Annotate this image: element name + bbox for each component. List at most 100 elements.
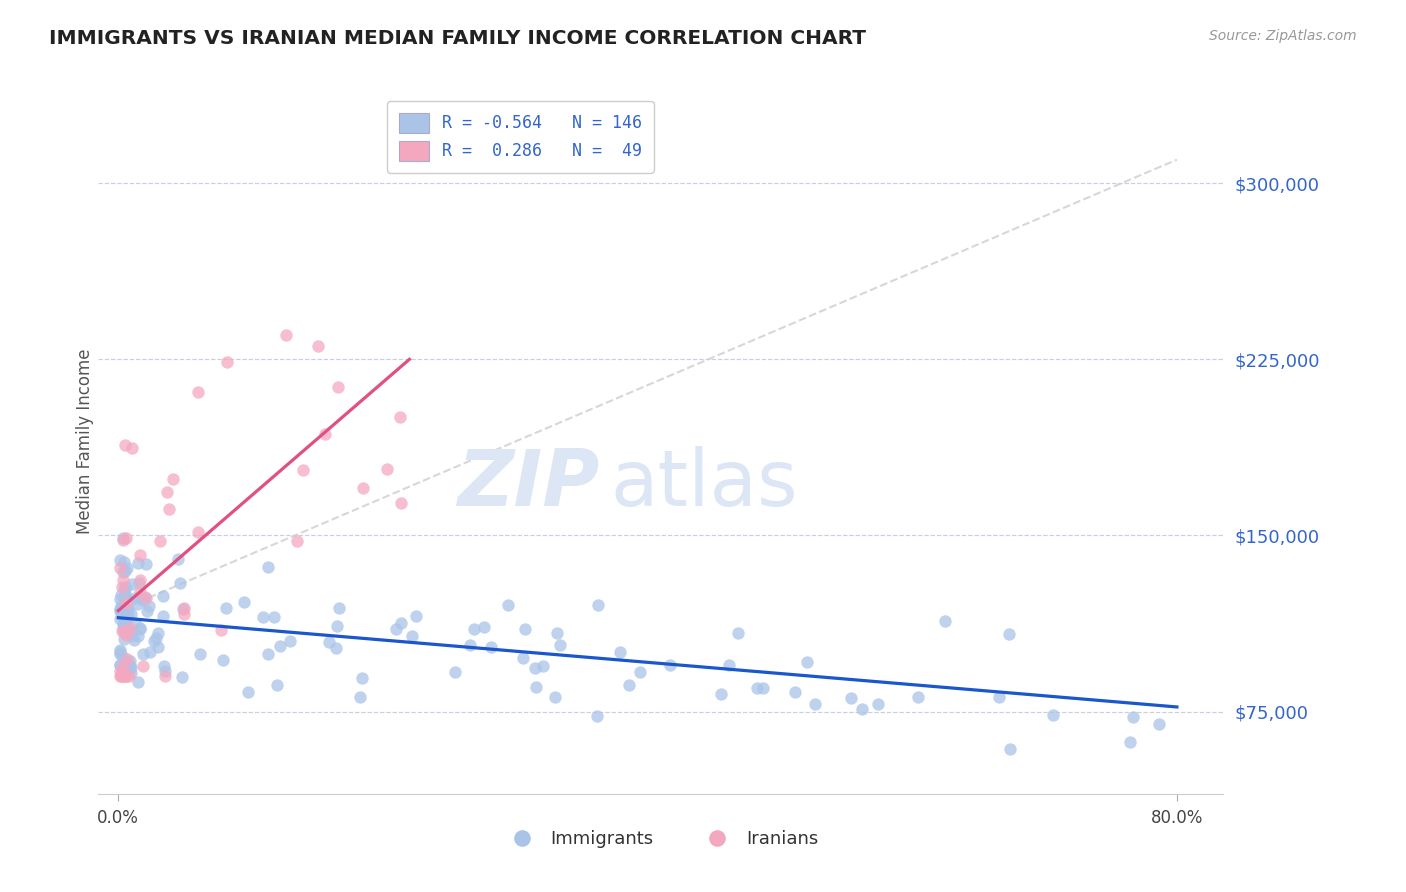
Point xyxy=(868,698,890,712)
Point xyxy=(110,601,132,615)
Point xyxy=(114,607,136,622)
Point xyxy=(157,502,180,516)
Point xyxy=(263,610,285,624)
Point xyxy=(115,590,138,604)
Point xyxy=(115,669,138,683)
Point xyxy=(907,690,929,704)
Point xyxy=(136,604,159,618)
Point xyxy=(278,634,301,648)
Point xyxy=(112,556,135,570)
Point xyxy=(212,653,235,667)
Point xyxy=(121,629,143,643)
Point xyxy=(124,616,146,631)
Point xyxy=(127,556,149,570)
Point xyxy=(108,642,131,657)
Point xyxy=(135,557,157,571)
Point xyxy=(190,648,212,662)
Point xyxy=(375,462,398,476)
Point xyxy=(717,657,740,672)
Text: ZIP: ZIP xyxy=(457,446,599,522)
Point xyxy=(117,652,139,666)
Point xyxy=(187,385,209,400)
Point xyxy=(111,565,134,579)
Point xyxy=(609,645,631,659)
Point xyxy=(628,665,651,679)
Point xyxy=(269,640,291,654)
Point xyxy=(124,633,146,648)
Point xyxy=(114,609,136,624)
Point xyxy=(401,629,423,643)
Point xyxy=(117,603,139,617)
Point xyxy=(352,481,374,495)
Point xyxy=(325,640,347,655)
Point xyxy=(111,607,134,622)
Text: atlas: atlas xyxy=(610,446,797,522)
Text: Source: ZipAtlas.com: Source: ZipAtlas.com xyxy=(1209,29,1357,43)
Point xyxy=(544,690,567,704)
Point xyxy=(120,660,142,674)
Point xyxy=(110,601,132,615)
Point xyxy=(108,553,131,567)
Point xyxy=(117,612,139,626)
Point xyxy=(512,650,534,665)
Point xyxy=(155,484,177,499)
Point xyxy=(170,670,193,684)
Point xyxy=(134,591,156,605)
Point xyxy=(108,658,131,673)
Point xyxy=(112,609,135,624)
Point xyxy=(108,647,131,661)
Point xyxy=(111,659,134,673)
Point xyxy=(108,561,131,575)
Point xyxy=(108,657,131,672)
Point xyxy=(110,669,132,683)
Point xyxy=(110,589,132,603)
Point xyxy=(318,635,340,649)
Point xyxy=(145,631,167,645)
Point xyxy=(114,590,136,604)
Point xyxy=(143,634,166,648)
Point xyxy=(405,609,427,624)
Point xyxy=(389,496,412,510)
Point xyxy=(152,609,174,624)
Point xyxy=(153,664,176,678)
Point xyxy=(745,681,768,695)
Point xyxy=(803,698,825,712)
Point xyxy=(326,380,349,394)
Point xyxy=(129,622,152,636)
Point xyxy=(153,659,176,673)
Point xyxy=(118,669,141,683)
Point xyxy=(115,561,138,575)
Point xyxy=(1118,735,1140,749)
Point xyxy=(187,525,209,540)
Point xyxy=(125,597,148,611)
Point xyxy=(524,661,547,675)
Point xyxy=(117,659,139,673)
Point xyxy=(118,654,141,668)
Legend: Immigrants, Iranians: Immigrants, Iranians xyxy=(496,823,825,855)
Point xyxy=(108,612,131,626)
Point xyxy=(108,669,131,683)
Point xyxy=(314,427,336,442)
Point xyxy=(112,632,135,647)
Point xyxy=(114,587,136,601)
Point xyxy=(152,589,174,603)
Point xyxy=(998,742,1021,756)
Point xyxy=(108,644,131,658)
Point xyxy=(110,604,132,618)
Point xyxy=(112,615,135,629)
Point xyxy=(389,616,412,631)
Point xyxy=(110,599,132,614)
Point xyxy=(285,533,308,548)
Point xyxy=(111,580,134,594)
Point xyxy=(266,677,288,691)
Point xyxy=(112,669,135,683)
Point xyxy=(114,564,136,578)
Point xyxy=(1122,710,1144,724)
Point xyxy=(120,666,142,681)
Point xyxy=(128,576,150,591)
Point xyxy=(139,645,162,659)
Point xyxy=(463,622,485,636)
Point xyxy=(115,580,138,594)
Point xyxy=(115,622,138,636)
Point xyxy=(232,595,254,609)
